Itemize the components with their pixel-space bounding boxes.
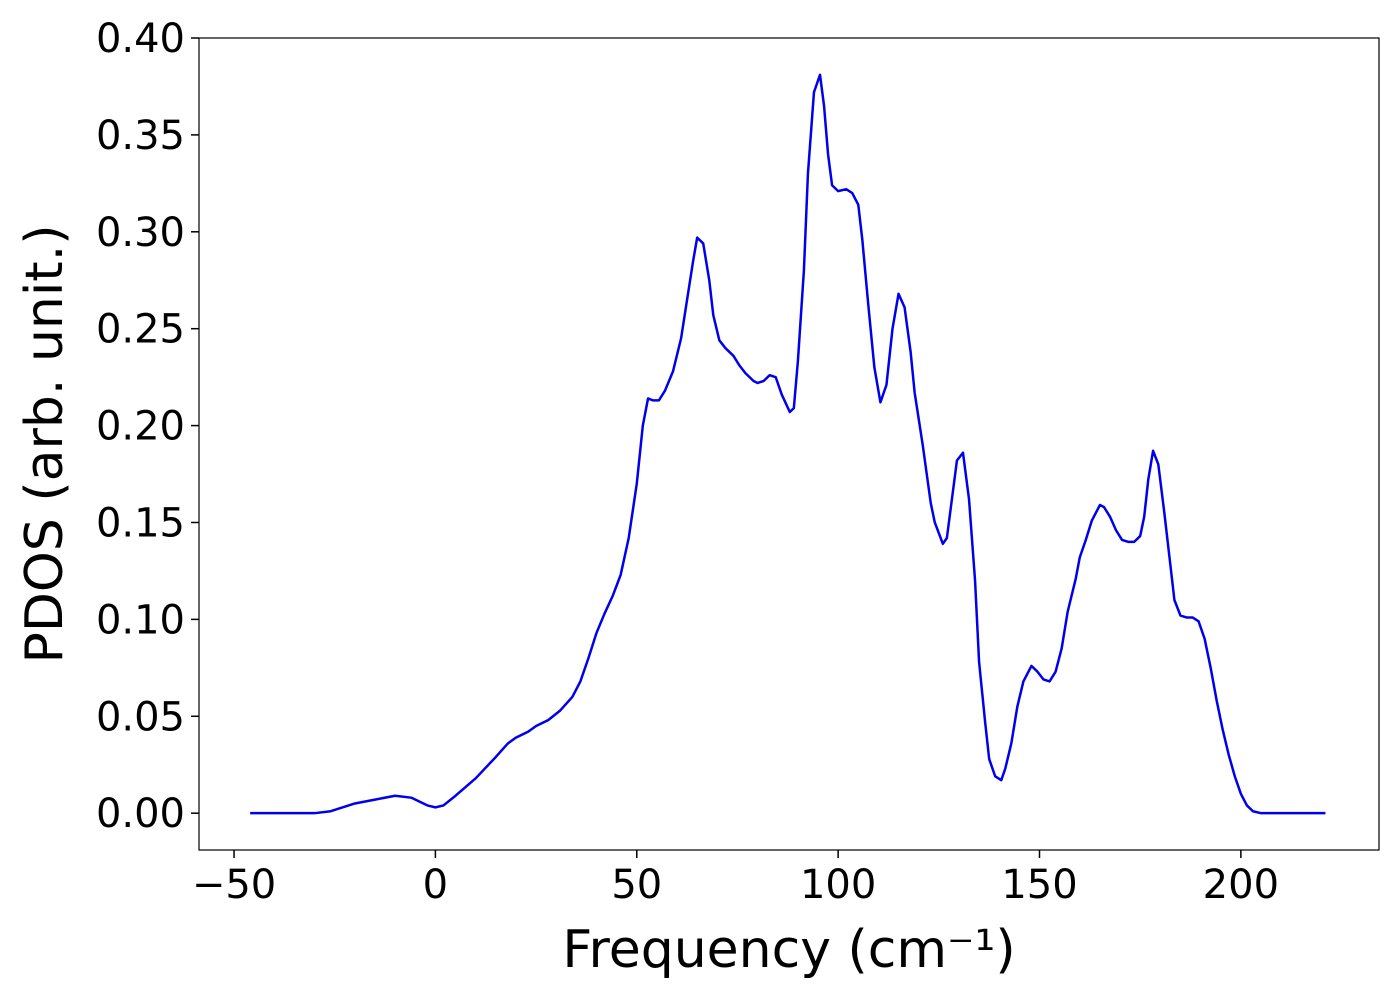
x-tick-label: −50 (192, 862, 276, 908)
y-tick-label: 0.05 (96, 694, 185, 740)
x-tick-label: 100 (800, 862, 876, 908)
y-tick-label: 0.10 (96, 597, 185, 643)
x-tick-label: 50 (611, 862, 662, 908)
y-tick-label: 0.00 (96, 791, 185, 837)
y-tick-label: 0.40 (96, 16, 185, 62)
y-tick-label: 0.35 (96, 113, 185, 159)
x-tick-label: 0 (423, 862, 448, 908)
y-tick-label: 0.30 (96, 210, 185, 256)
data-line (250, 73, 1326, 815)
y-tick-label: 0.20 (96, 404, 185, 450)
y-axis-label: PDOS (arb. unit.) (15, 224, 75, 663)
plot-frame (198, 37, 1380, 851)
x-axis-label: Frequency (cm⁻¹) (562, 920, 1015, 980)
y-tick-label: 0.15 (96, 500, 185, 546)
x-tick-label: 150 (1001, 862, 1077, 908)
y-tick-label: 0.25 (96, 307, 185, 353)
x-tick-label: 200 (1203, 862, 1279, 908)
